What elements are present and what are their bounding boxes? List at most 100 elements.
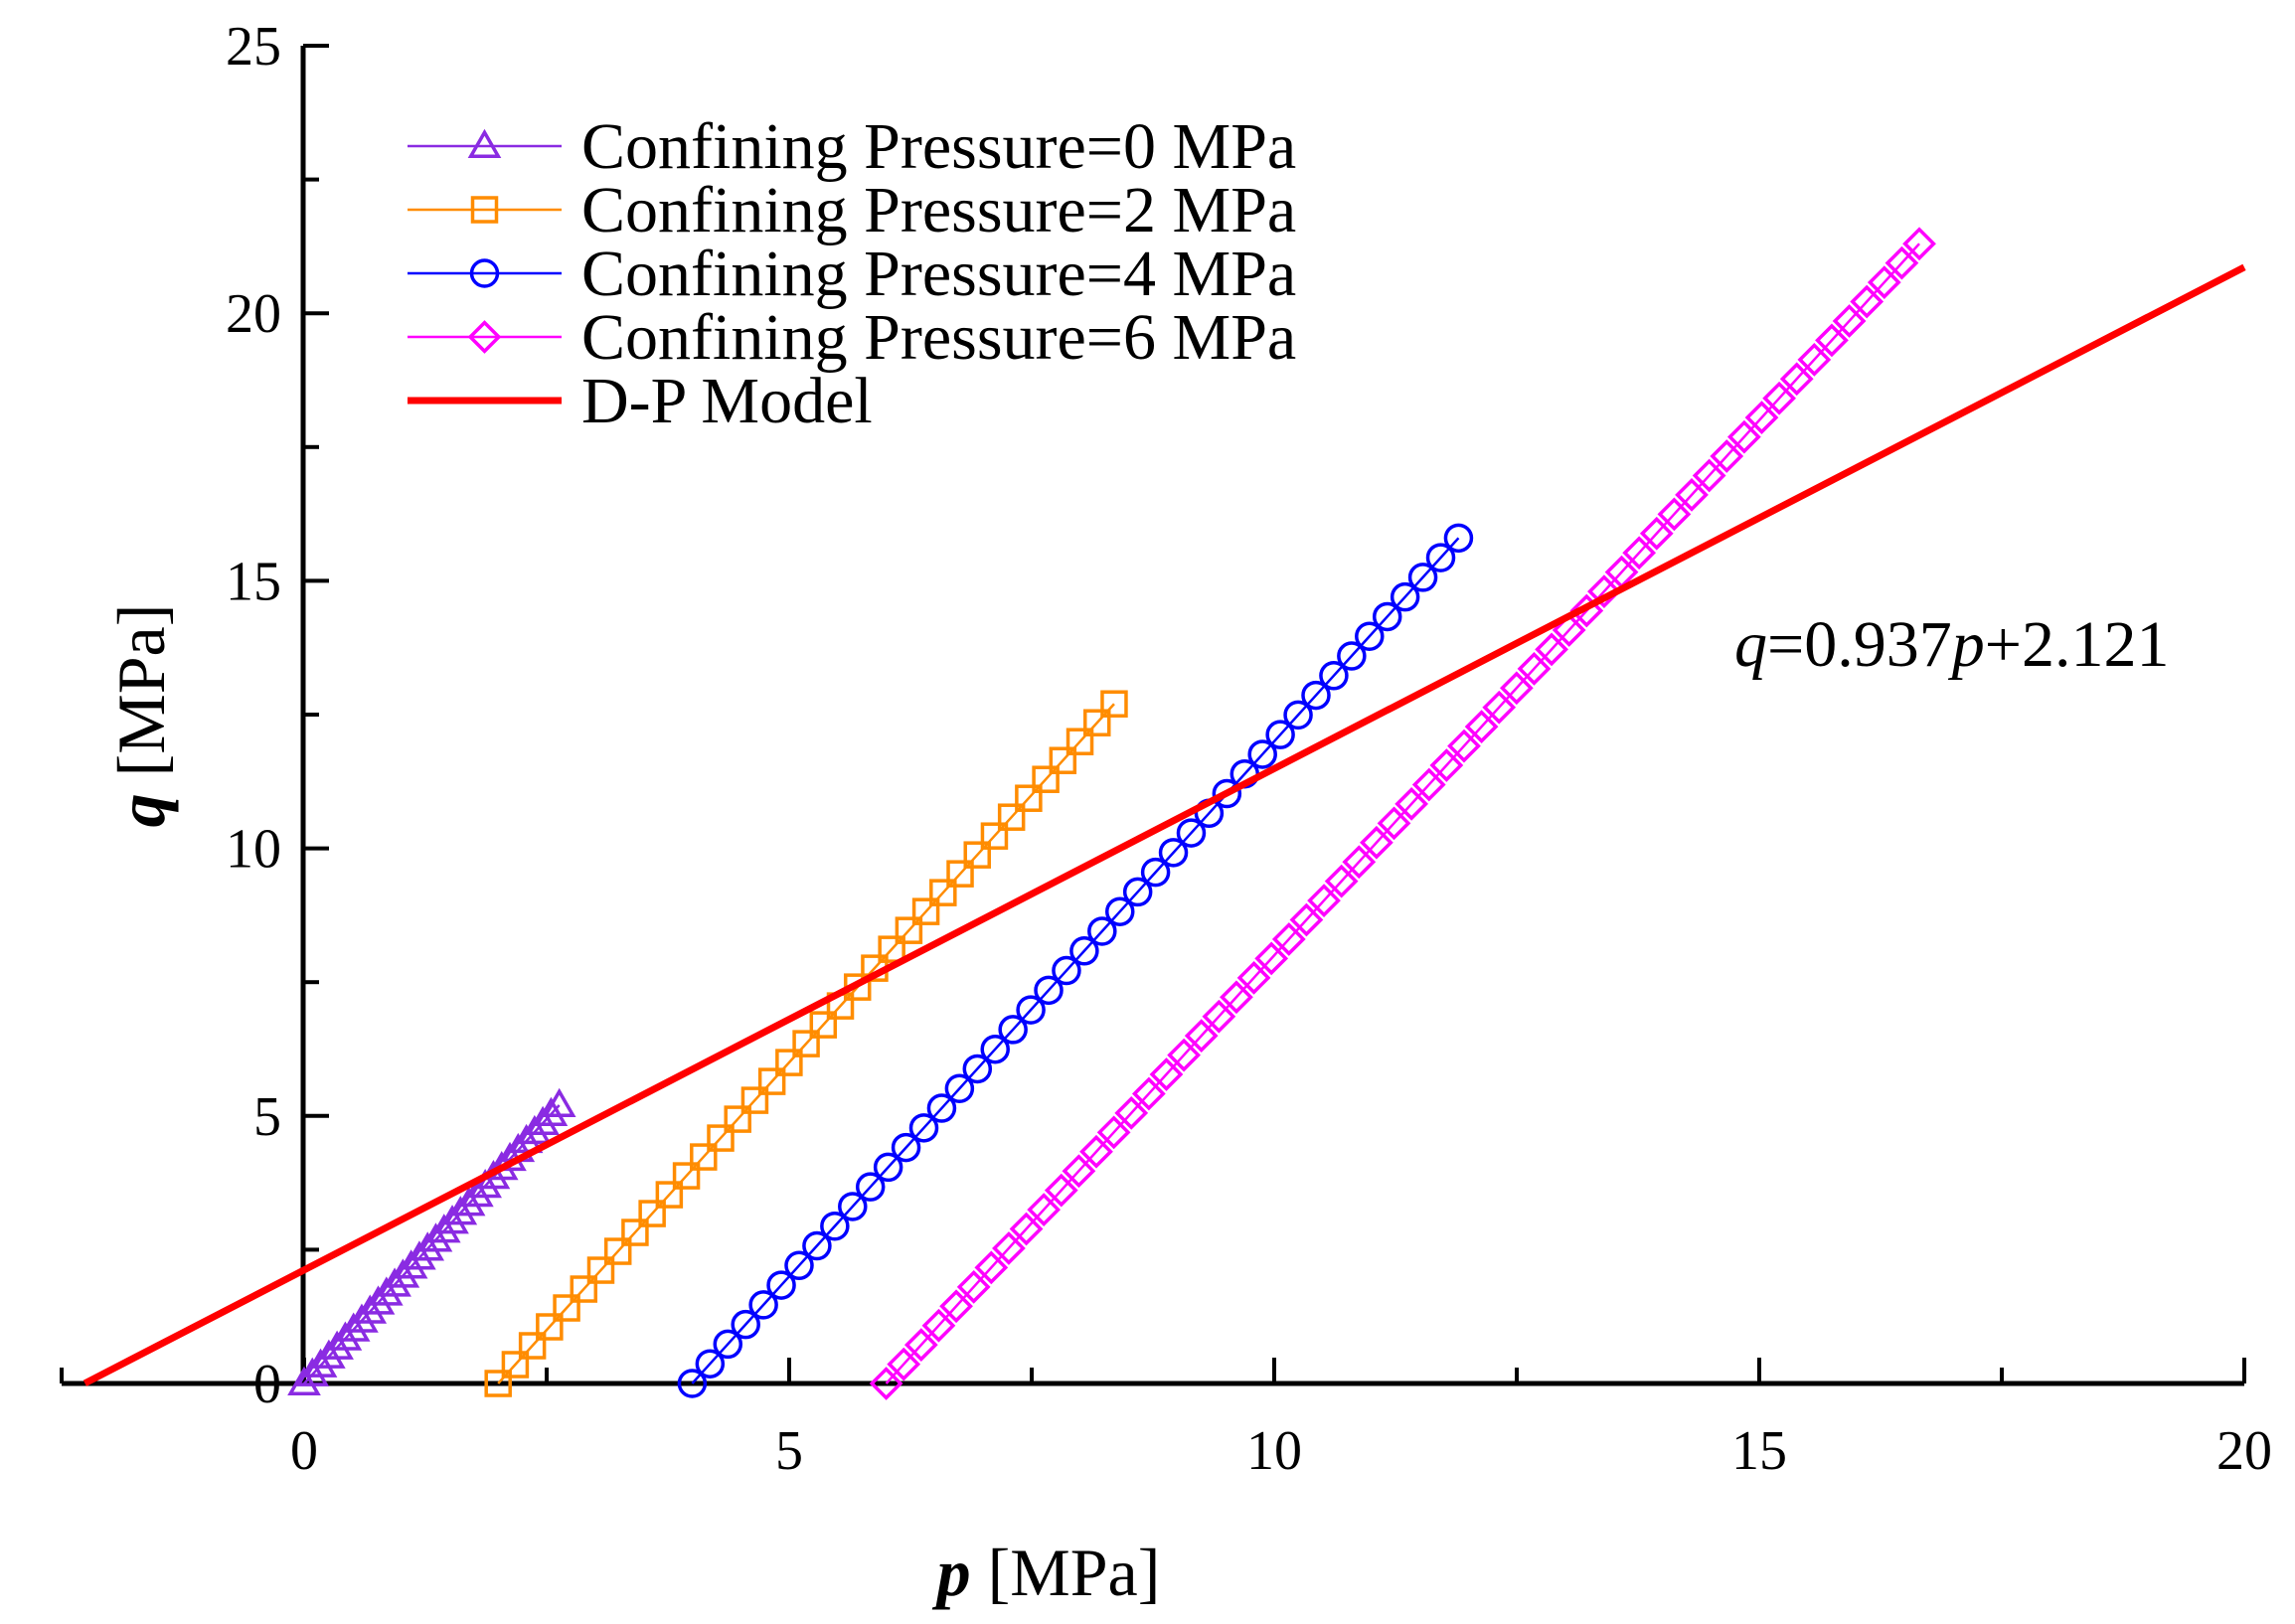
data-point bbox=[1104, 896, 1135, 926]
data-point bbox=[921, 1308, 956, 1343]
data-point bbox=[1726, 419, 1761, 454]
data-point bbox=[775, 1049, 803, 1076]
data-point bbox=[766, 1270, 796, 1300]
legend-label: Confining Pressure=0 MPa bbox=[581, 110, 1296, 183]
data-point bbox=[1675, 478, 1709, 512]
data-point bbox=[956, 1269, 991, 1304]
y-tick-label: 15 bbox=[226, 551, 281, 612]
data-point bbox=[287, 1366, 321, 1395]
data-point bbox=[855, 1172, 886, 1202]
data-point bbox=[394, 1249, 428, 1279]
y-axis-var: q bbox=[103, 793, 179, 827]
data-point bbox=[820, 1211, 850, 1241]
data-point bbox=[1254, 941, 1289, 976]
data-point bbox=[731, 1309, 760, 1340]
data-point bbox=[903, 1328, 938, 1363]
data-point bbox=[809, 1011, 838, 1039]
data-point bbox=[435, 1205, 469, 1234]
data-point bbox=[1342, 845, 1377, 880]
legend-marker bbox=[467, 320, 502, 354]
data-point bbox=[1167, 1038, 1201, 1072]
data-point bbox=[1066, 728, 1094, 755]
data-point bbox=[328, 1321, 363, 1351]
data-point bbox=[740, 1086, 769, 1114]
data-point bbox=[980, 1034, 1010, 1064]
data-point bbox=[1902, 227, 1936, 261]
series-line bbox=[885, 243, 1920, 1384]
data-point bbox=[980, 822, 1009, 850]
data-point bbox=[534, 1096, 569, 1127]
data-point bbox=[724, 1105, 751, 1133]
legend-item: Confining Pressure=6 MPa bbox=[408, 301, 1296, 374]
data-point bbox=[1411, 767, 1446, 802]
y-tick-label: 20 bbox=[226, 283, 281, 345]
data-point bbox=[672, 1162, 701, 1190]
data-point bbox=[1202, 999, 1236, 1034]
data-point bbox=[878, 935, 905, 963]
data-point bbox=[1069, 936, 1099, 966]
data-point bbox=[944, 1073, 975, 1104]
data-point bbox=[1482, 690, 1517, 725]
data-point bbox=[792, 1030, 820, 1057]
data-point bbox=[501, 1351, 530, 1379]
data-point bbox=[838, 1192, 868, 1221]
y-tick-label: 10 bbox=[226, 819, 281, 881]
data-point bbox=[1425, 543, 1456, 572]
data-point bbox=[713, 1329, 743, 1360]
data-point bbox=[1762, 381, 1796, 415]
y-tick-label: 25 bbox=[226, 16, 281, 78]
data-point bbox=[1779, 362, 1814, 397]
legend-item: Confining Pressure=2 MPa bbox=[408, 174, 1296, 246]
annotation-slope: =0.937 bbox=[1767, 608, 1952, 681]
data-point bbox=[926, 1093, 957, 1123]
data-point bbox=[1744, 401, 1779, 435]
data-point bbox=[802, 1230, 832, 1261]
data-point bbox=[908, 1113, 939, 1143]
data-point bbox=[1710, 439, 1744, 473]
data-point bbox=[460, 1178, 494, 1208]
data-point bbox=[603, 1237, 632, 1265]
data-point bbox=[586, 1256, 615, 1284]
legend-item: Confining Pressure=0 MPa bbox=[408, 110, 1296, 183]
data-point bbox=[929, 879, 957, 906]
data-point bbox=[536, 1313, 564, 1341]
data-point bbox=[873, 1152, 903, 1183]
data-point bbox=[542, 1087, 576, 1117]
data-point bbox=[946, 860, 974, 888]
data-point bbox=[1027, 1193, 1062, 1226]
data-point bbox=[1885, 245, 1919, 280]
data-point bbox=[1443, 523, 1474, 554]
data-point bbox=[1158, 838, 1189, 868]
data-point bbox=[757, 1067, 786, 1095]
data-point bbox=[677, 1369, 708, 1398]
annotation-var-q: q bbox=[1734, 608, 1767, 681]
data-point bbox=[303, 1348, 338, 1378]
data-point bbox=[410, 1231, 445, 1261]
data-point bbox=[997, 803, 1026, 831]
data-point bbox=[869, 1367, 903, 1400]
data-point bbox=[1517, 651, 1552, 686]
data-point bbox=[1289, 902, 1324, 937]
data-point bbox=[695, 1349, 726, 1379]
data-point bbox=[1247, 739, 1277, 769]
data-point bbox=[1390, 581, 1420, 612]
data-point bbox=[312, 1339, 346, 1369]
series-2 bbox=[677, 523, 1474, 1398]
data-point bbox=[911, 897, 940, 925]
data-point bbox=[1867, 265, 1901, 299]
data-point bbox=[992, 1231, 1026, 1265]
data-point bbox=[655, 1181, 684, 1209]
data-point bbox=[1307, 884, 1341, 917]
data-point bbox=[784, 1250, 814, 1281]
data-point bbox=[1319, 661, 1349, 691]
data-point bbox=[570, 1275, 598, 1303]
data-point bbox=[1552, 613, 1586, 647]
data-point bbox=[1015, 784, 1043, 812]
y-axis-title: q [MPa] bbox=[103, 604, 179, 828]
x-tick-label: 20 bbox=[2216, 1420, 2272, 1482]
y-axis-unit: [MPa] bbox=[103, 604, 179, 794]
series-layer bbox=[82, 227, 2246, 1400]
x-tick-label: 0 bbox=[290, 1420, 318, 1482]
data-point bbox=[426, 1214, 461, 1243]
data-point bbox=[553, 1294, 580, 1322]
